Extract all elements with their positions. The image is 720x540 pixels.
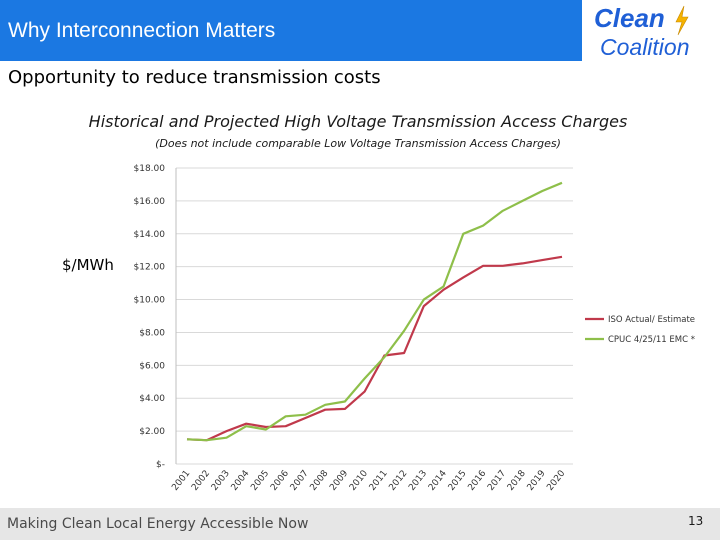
x-tick-label: 2006 xyxy=(269,468,291,492)
x-tick-label: 2013 xyxy=(407,469,429,493)
y-tick-label: $- xyxy=(156,460,165,470)
logo-line2: Coalition xyxy=(600,34,690,60)
y-tick-label: $2.00 xyxy=(139,427,165,437)
x-tick-label: 2004 xyxy=(230,468,252,492)
legend: ISO Actual/ Estimate CPUC 4/25/11 EMC * xyxy=(585,315,695,345)
x-tick-label: 2020 xyxy=(545,468,567,492)
y-tick-label: $16.00 xyxy=(134,197,166,207)
x-tick-label: 2019 xyxy=(526,468,548,492)
slide-title: Why Interconnection Matters xyxy=(8,19,276,42)
y-tick-label: $4.00 xyxy=(139,394,165,404)
y-tick-label: $18.00 xyxy=(134,164,166,174)
series-line-1 xyxy=(186,181,563,442)
x-tick-label: 2002 xyxy=(190,469,212,493)
title-bar: Why Interconnection Matters xyxy=(0,0,582,61)
y-tick-label: $12.00 xyxy=(134,263,166,273)
y-tick-label: $6.00 xyxy=(139,361,165,371)
x-tick-label: 2011 xyxy=(368,469,390,493)
page-number: 13 xyxy=(688,514,704,528)
x-tick-label: 2007 xyxy=(289,469,311,493)
x-tick-label: 2017 xyxy=(486,469,508,493)
y-tick-labels: $- $2.00 $4.00 $6.00 $8.00 $10.00 $12.00 $14.00… xyxy=(134,164,166,470)
y-axis-label: $/MWh xyxy=(62,256,114,274)
x-tick-label: 2010 xyxy=(348,468,370,492)
x-tick-label: 2014 xyxy=(427,468,449,492)
x-tick-label: 2001 xyxy=(170,469,192,493)
slide-subtitle: Opportunity to reduce transmission costs xyxy=(8,67,381,88)
chart-subtitle: (Does not include comparable Low Voltage… xyxy=(155,137,561,150)
x-tick-label: 2015 xyxy=(447,469,469,493)
legend-label: ISO Actual/ Estimate xyxy=(608,315,695,325)
x-tick-label: 2003 xyxy=(210,469,232,493)
y-tick-label: $14.00 xyxy=(134,230,166,240)
logo-line1: Clean xyxy=(594,3,665,33)
footer-bar xyxy=(0,508,720,540)
legend-label: CPUC 4/25/11 EMC * xyxy=(608,335,695,345)
series-lines xyxy=(186,181,563,442)
grid-lines xyxy=(175,167,573,465)
x-tick-label: 2005 xyxy=(249,469,271,493)
series-line-0 xyxy=(186,255,563,442)
lightning-icon xyxy=(675,5,689,36)
x-tick-label: 2016 xyxy=(466,468,488,492)
chart-title: Historical and Projected High Voltage Tr… xyxy=(88,112,628,131)
x-tick-label: 2008 xyxy=(309,468,331,492)
x-tick-label: 2012 xyxy=(387,469,409,493)
footer-text: Making Clean Local Energy Accessible Now xyxy=(7,516,309,532)
x-tick-label: 2009 xyxy=(328,468,350,492)
y-tick-label: $10.00 xyxy=(134,296,166,306)
y-tick-label: $8.00 xyxy=(139,328,165,338)
x-tick-labels: 2001200220032004200520062007200820092010… xyxy=(170,468,567,492)
clean-coalition-logo: Clean Coalition xyxy=(594,3,690,60)
x-tick-label: 2018 xyxy=(506,468,528,492)
